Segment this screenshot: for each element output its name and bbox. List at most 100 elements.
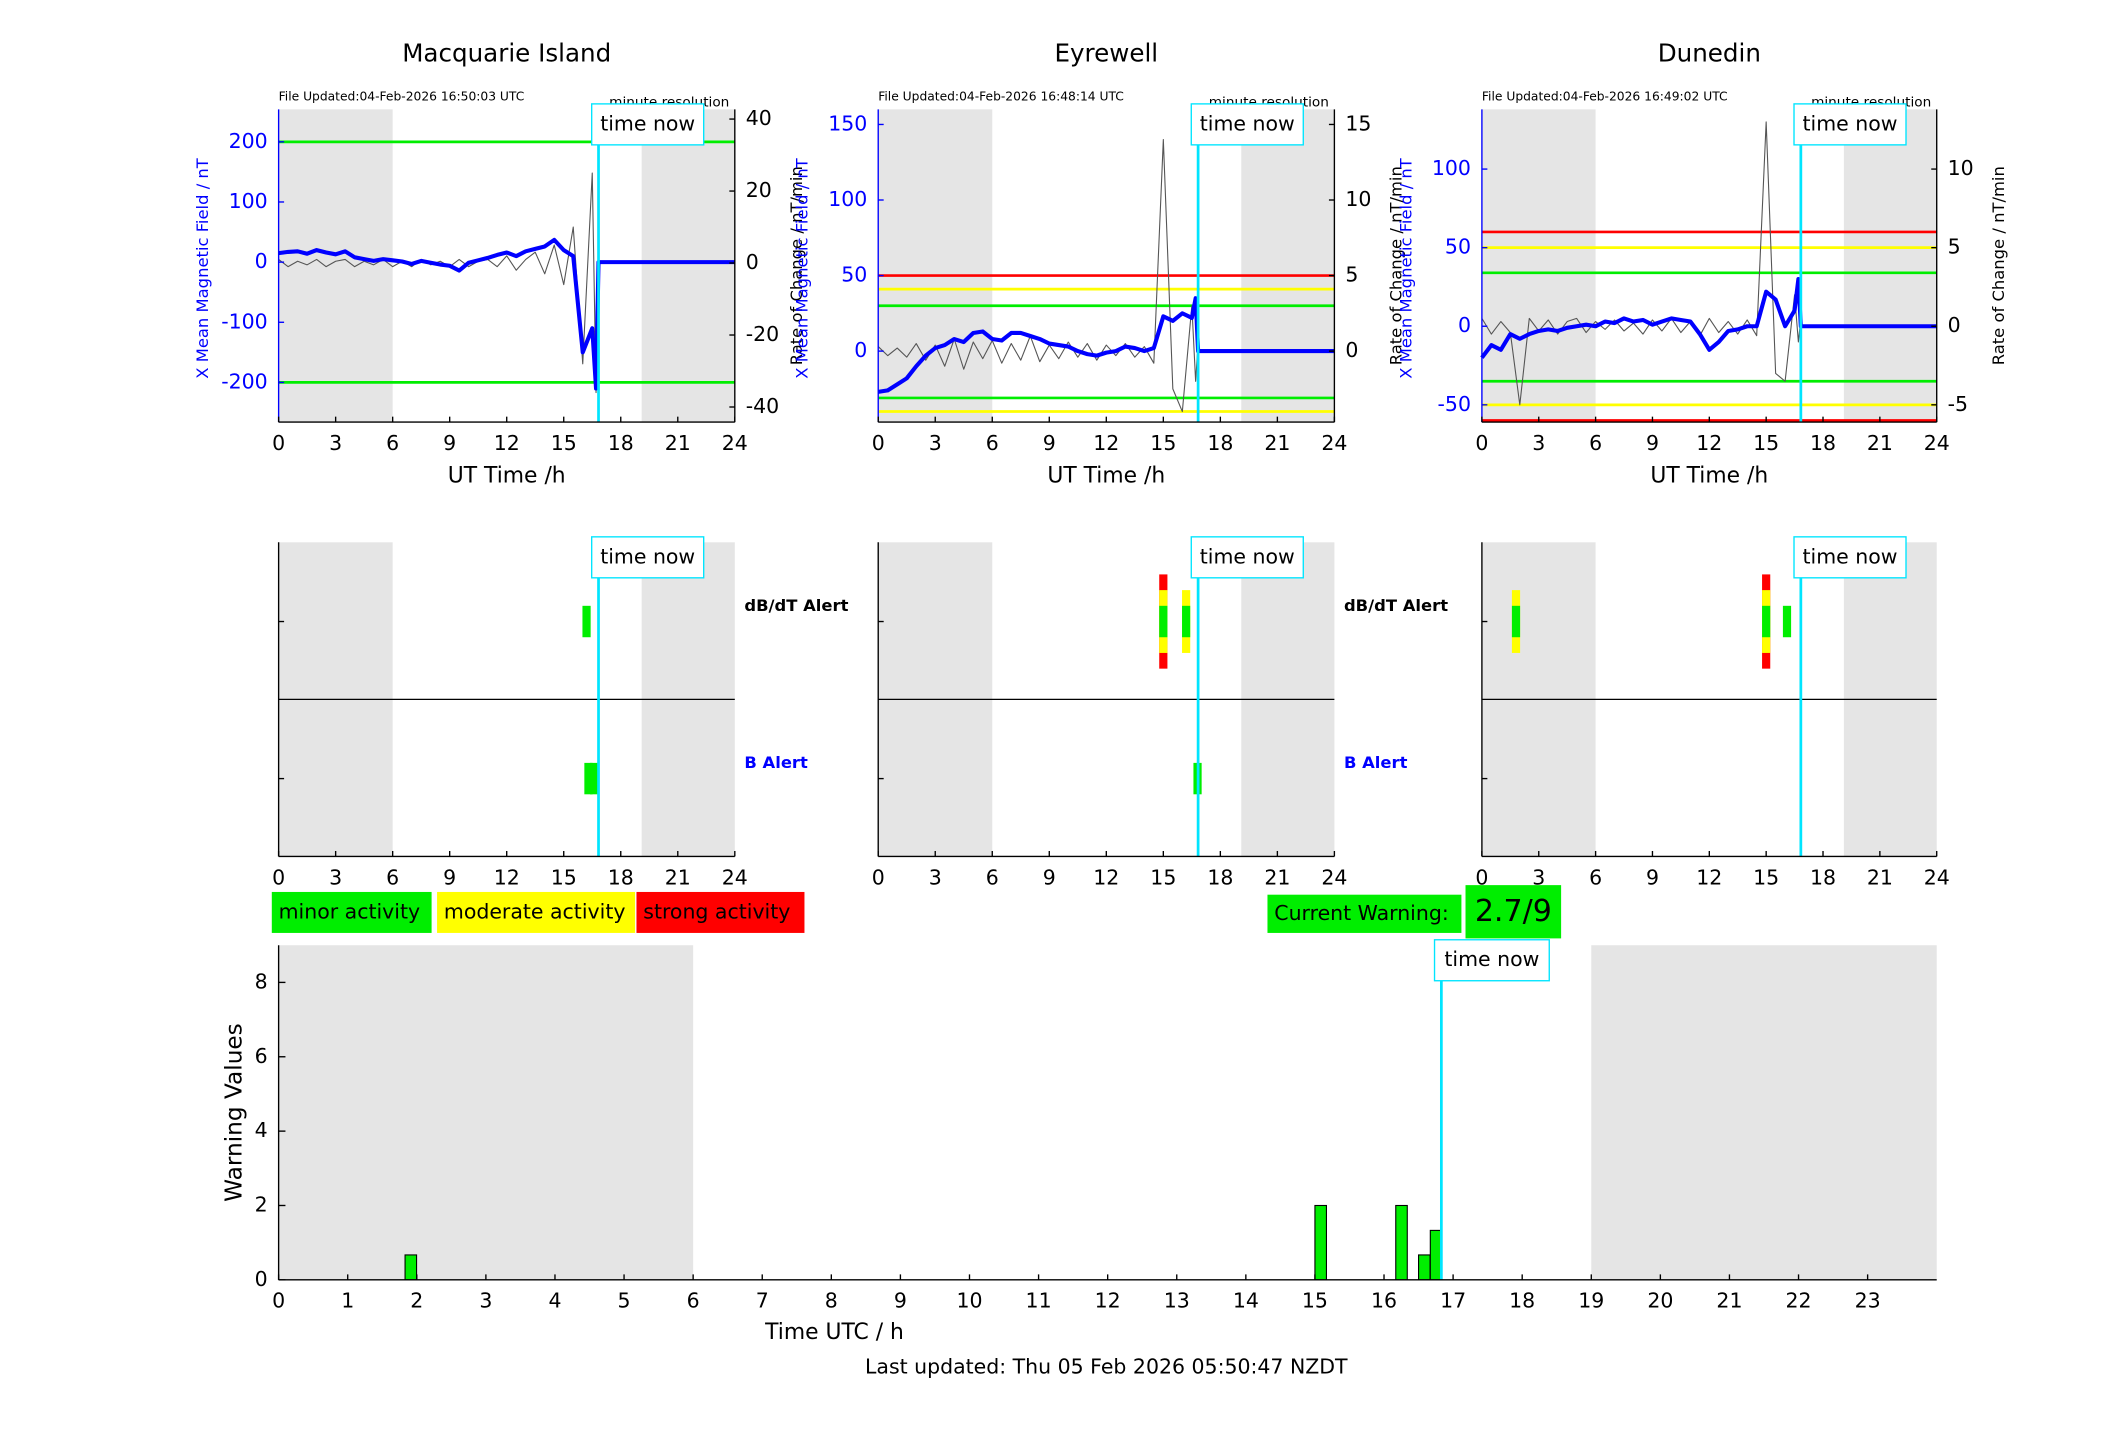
x-tick-label: 0 bbox=[872, 865, 885, 889]
y-tick-label: 8 bbox=[255, 969, 268, 993]
x-tick-label: 6 bbox=[986, 865, 999, 889]
x-tick-label: 23 bbox=[1855, 1289, 1881, 1313]
y-tick-label: 4 bbox=[255, 1118, 268, 1142]
x-tick-label: 12 bbox=[1095, 1289, 1121, 1313]
x-tick-label: 9 bbox=[1646, 431, 1659, 455]
x-tick-label: 0 bbox=[272, 1289, 285, 1313]
time-now-box bbox=[1433, 939, 1550, 982]
night-shade bbox=[278, 109, 393, 423]
field-line bbox=[877, 296, 1335, 394]
alert-label: B Alert bbox=[744, 753, 808, 772]
x-tick-label: 15 bbox=[1150, 865, 1176, 889]
x-tick-label: 3 bbox=[929, 865, 942, 889]
alert-bar bbox=[582, 605, 591, 638]
x-tick-label: 15 bbox=[1753, 865, 1779, 889]
x-tick-label: 5 bbox=[618, 1289, 631, 1313]
x-tick-label: 16 bbox=[1371, 1289, 1397, 1313]
x-tick-label: 21 bbox=[1264, 865, 1290, 889]
time-now-label: time now bbox=[1444, 947, 1539, 971]
alert-label: dB/dT Alert bbox=[744, 596, 848, 615]
legend-label: strong activity bbox=[643, 899, 790, 923]
x-tick-label: 0 bbox=[1475, 865, 1488, 889]
x-tick-label: 3 bbox=[479, 1289, 492, 1313]
y-tick-label: 50 bbox=[1445, 235, 1471, 259]
x-tick-label: 24 bbox=[1924, 431, 1950, 455]
night-shade bbox=[878, 109, 993, 423]
y-tick-label: 200 bbox=[229, 129, 268, 153]
x-tick-label: 9 bbox=[1043, 431, 1056, 455]
y-axis-label: X Mean Magnetic Field / nT bbox=[193, 157, 212, 379]
y-tick-label: -200 bbox=[221, 369, 267, 393]
chart-title: Eyrewell bbox=[1054, 39, 1158, 68]
x-tick-label: 9 bbox=[443, 865, 456, 889]
alert-bar bbox=[1762, 605, 1771, 638]
x-tick-label: 15 bbox=[1150, 431, 1176, 455]
alert-bar bbox=[590, 762, 599, 795]
alert-label: B Alert bbox=[1344, 753, 1408, 772]
y2-tick-label: 40 bbox=[746, 106, 772, 130]
x-tick-label: 18 bbox=[608, 865, 634, 889]
y2-axis-label: Rate of Change / nT/min bbox=[1387, 166, 1406, 365]
y-tick-label: 50 bbox=[841, 263, 867, 287]
alert-bar bbox=[1782, 605, 1792, 638]
x-tick-label: 12 bbox=[494, 431, 520, 455]
x-tick-label: 9 bbox=[894, 1289, 907, 1313]
time-now-box bbox=[1793, 536, 1907, 579]
x-tick-label: 6 bbox=[386, 865, 399, 889]
x-tick-label: 6 bbox=[687, 1289, 700, 1313]
y2-tick-label: -40 bbox=[746, 394, 779, 418]
current-warning-box bbox=[1267, 894, 1462, 933]
file-updated: File Updated:04-Feb-2026 16:49:02 UTC bbox=[1482, 90, 1728, 104]
x-tick-label: 18 bbox=[1207, 431, 1233, 455]
x-tick-label: 7 bbox=[756, 1289, 769, 1313]
y-tick-label: 0 bbox=[1458, 313, 1471, 337]
x-tick-label: 21 bbox=[1867, 865, 1893, 889]
x-tick-label: 3 bbox=[1532, 865, 1545, 889]
x-tick-label: 15 bbox=[551, 865, 577, 889]
y-tick-label: 2 bbox=[255, 1192, 268, 1216]
x-tick-label: 19 bbox=[1578, 1289, 1604, 1313]
x-tick-label: 18 bbox=[1509, 1289, 1535, 1313]
x-tick-label: 2 bbox=[410, 1289, 423, 1313]
x-tick-label: 0 bbox=[272, 431, 285, 455]
field-line bbox=[1480, 277, 1937, 359]
x-tick-label: 11 bbox=[1026, 1289, 1052, 1313]
time-now-label: time now bbox=[1200, 111, 1295, 135]
x-tick-label: 0 bbox=[272, 865, 285, 889]
time-now-label: time now bbox=[1803, 544, 1898, 568]
time-now-label: time now bbox=[1200, 544, 1295, 568]
x-tick-label: 14 bbox=[1233, 1289, 1259, 1313]
x-tick-label: 24 bbox=[1321, 431, 1347, 455]
night-shade bbox=[1241, 109, 1335, 423]
warning-bar bbox=[1395, 1204, 1408, 1281]
x-tick-label: 12 bbox=[1696, 865, 1722, 889]
night-shade bbox=[1481, 109, 1596, 423]
x-tick-label: 3 bbox=[329, 431, 342, 455]
x-tick-label: 12 bbox=[1093, 865, 1119, 889]
time-now-label: time now bbox=[600, 111, 695, 135]
y2-tick-label: 10 bbox=[1345, 187, 1371, 211]
x-tick-label: 24 bbox=[722, 431, 748, 455]
x-tick-label: 21 bbox=[665, 865, 691, 889]
y2-tick-label: 0 bbox=[1948, 313, 1961, 337]
y2-tick-label: 5 bbox=[1948, 235, 1961, 259]
x-tick-label: 21 bbox=[1867, 431, 1893, 455]
y-tick-label: 6 bbox=[255, 1044, 268, 1068]
x-tick-label: 17 bbox=[1440, 1289, 1466, 1313]
y-tick-label: 100 bbox=[229, 189, 268, 213]
x-tick-label: 13 bbox=[1164, 1289, 1190, 1313]
x-tick-label: 3 bbox=[1532, 431, 1545, 455]
y2-tick-label: 5 bbox=[1345, 263, 1358, 287]
legend-label: minor activity bbox=[279, 899, 421, 923]
time-now-label: time now bbox=[600, 544, 695, 568]
x-tick-label: 3 bbox=[929, 431, 942, 455]
y-tick-label: -100 bbox=[221, 309, 267, 333]
y2-tick-label: 15 bbox=[1345, 111, 1371, 135]
y2-tick-label: -5 bbox=[1948, 392, 1968, 416]
x-axis-label: UT Time /h bbox=[448, 464, 566, 489]
time-now-box bbox=[1190, 103, 1304, 146]
warning-bar bbox=[1418, 1254, 1431, 1281]
time-now-box bbox=[591, 536, 705, 579]
alert-bar bbox=[1511, 605, 1521, 638]
